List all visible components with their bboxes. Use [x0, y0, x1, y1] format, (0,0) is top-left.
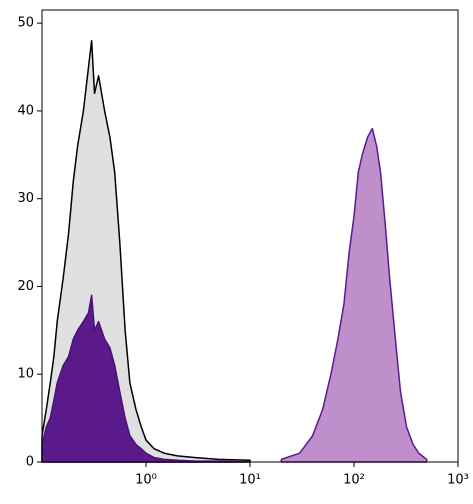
histogram-area	[280, 127, 428, 463]
y-tick-label: 40	[17, 103, 34, 118]
x-tick-label: 10¹	[239, 473, 261, 488]
histogram-area	[41, 294, 251, 463]
x-tick-label: 10⁰	[135, 473, 157, 488]
y-tick-label: 10	[17, 367, 34, 382]
y-tick-label: 30	[17, 191, 34, 206]
x-tick-label: 10²	[343, 473, 365, 488]
y-tick-label: 0	[26, 455, 34, 470]
x-tick-label: 10³	[447, 473, 469, 488]
y-tick-label: 50	[17, 16, 34, 31]
y-tick-label: 20	[17, 279, 34, 294]
